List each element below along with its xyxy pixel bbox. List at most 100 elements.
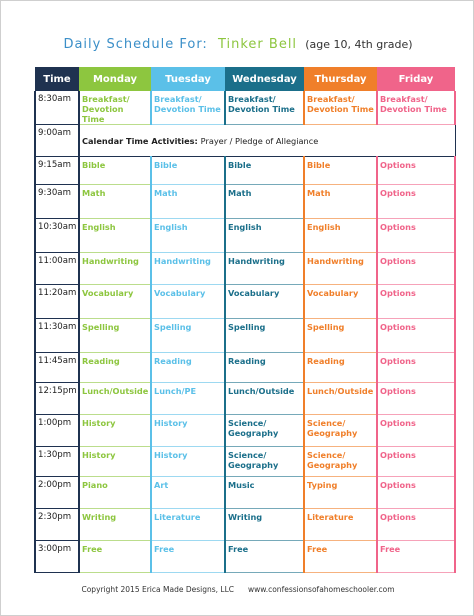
column-header: Tuesday	[151, 67, 225, 91]
schedule-row: 2:30pm Writing Literature Writing Literature…	[34, 508, 456, 541]
time-cell: 2:30pm	[34, 508, 80, 541]
schedule-cell: Breakfast/ Devotion Time	[376, 91, 456, 125]
student-name: Tinker Bell	[217, 37, 298, 52]
schedule-cell: Spelling	[150, 318, 225, 353]
schedule-cell: Free	[376, 540, 456, 573]
schedule-cell: Lunch/Outside	[224, 382, 304, 415]
time-cell: 11:00am	[34, 252, 80, 285]
website: www.confessionsofahomeschooler.com	[248, 585, 395, 594]
column-header: Friday	[377, 67, 455, 91]
time-cell: 11:20am	[34, 284, 80, 319]
schedule-cell: Breakfast/ Devotion Time	[224, 91, 304, 125]
time-cell: 9:15am	[34, 156, 80, 185]
column-header: Thursday	[304, 67, 377, 91]
time-cell: 9:30am	[34, 184, 80, 219]
schedule-cell: Options	[376, 156, 456, 185]
schedule-cell: Bible	[224, 156, 304, 185]
schedule-cell: Reading	[224, 352, 304, 383]
schedule-cell: Science/ Geography	[303, 414, 377, 447]
schedule-cell: Science/ Geography	[224, 446, 304, 477]
schedule-cell: English	[224, 218, 304, 253]
schedule-cell: English	[78, 218, 151, 253]
schedule-cell: Free	[150, 540, 225, 573]
time-cell: 10:30am	[34, 218, 80, 253]
schedule-cell: History	[78, 414, 151, 447]
schedule-row: 9:30am Math Math Math Math Options	[34, 184, 456, 219]
schedule-cell: Options	[376, 218, 456, 253]
time-cell: 2:00pm	[34, 476, 80, 509]
schedule-cell: Science/ Geography	[224, 414, 304, 447]
schedule-cell: Spelling	[78, 318, 151, 353]
time-cell: 8:30am	[34, 91, 80, 125]
student-detail: (age 10, 4th grade)	[305, 38, 413, 51]
note-label: Calendar Time Activities:	[82, 135, 198, 146]
schedule-cell: Options	[376, 352, 456, 383]
schedule-row: 2:00pm Piano Art Music Typing Options	[34, 476, 456, 509]
column-header: Time	[35, 67, 79, 91]
schedule-cell: Breakfast/ Devotion Time	[303, 91, 377, 125]
schedule-cell: Bible	[150, 156, 225, 185]
schedule-row: 9:15am Bible Bible Bible Bible Options	[34, 156, 456, 185]
schedule-cell: Options	[376, 184, 456, 219]
schedule-cell: Art	[150, 476, 225, 509]
column-header: Monday	[79, 67, 151, 91]
schedule-cell: History	[150, 414, 225, 447]
schedule-cell: Options	[376, 382, 456, 415]
schedule-cell: Options	[376, 508, 456, 541]
schedule-row: 8:30am Breakfast/ Devotion Time Breakfast/…	[34, 91, 456, 125]
schedule-cell: Lunch/PE	[150, 382, 225, 415]
schedule-cell: Reading	[78, 352, 151, 383]
note-cell: Calendar Time Activities: Prayer / Pledg…	[78, 124, 456, 157]
title: Daily Schedule For:	[63, 37, 208, 52]
schedule-cell: Options	[376, 476, 456, 509]
schedule-cell: Science/ Geography	[303, 446, 377, 477]
column-header: Wednesday	[225, 67, 304, 91]
schedule-cell: History	[78, 446, 151, 477]
time-cell: 1:30pm	[34, 446, 80, 477]
schedule-cell: Literature	[150, 508, 225, 541]
schedule-cell: Music	[224, 476, 304, 509]
schedule-cell: Handwriting	[150, 252, 225, 285]
time-cell: 11:30am	[34, 318, 80, 353]
schedule-cell: English	[303, 218, 377, 253]
schedule-cell: Lunch/Outside	[303, 382, 377, 415]
time-cell: 11:45am	[34, 352, 80, 383]
schedule-cell: Spelling	[224, 318, 304, 353]
schedule-table: Time Monday Tuesday Wednesday Thursday Friday…	[34, 67, 456, 573]
schedule-cell: Bible	[78, 156, 151, 185]
schedule-cell: Typing	[303, 476, 377, 509]
schedule-cell: Vocabulary	[150, 284, 225, 319]
schedule-cell: English	[150, 218, 225, 253]
schedule-cell: Options	[376, 252, 456, 285]
schedule-row: 11:45am Reading Reading Reading Reading Optio…	[34, 352, 456, 383]
schedule-cell: Spelling	[303, 318, 377, 353]
schedule-cell: Writing	[224, 508, 304, 541]
schedule-cell: Bible	[303, 156, 377, 185]
schedule-cell: Handwriting	[224, 252, 304, 285]
schedule-cell: Piano	[78, 476, 151, 509]
footer: Copyright 2015 Erica Made Designs, LLC ww…	[1, 585, 473, 594]
schedule-cell: Options	[376, 446, 456, 477]
copyright: Copyright 2015 Erica Made Designs, LLC	[81, 585, 234, 594]
time-cell: 1:00pm	[34, 414, 80, 447]
schedule-cell: Vocabulary	[78, 284, 151, 319]
schedule-cell: Options	[376, 414, 456, 447]
schedule-row: 11:30am Spelling Spelling Spelling Spelling O…	[34, 318, 456, 353]
schedule-cell: Literature	[303, 508, 377, 541]
schedule-row: 9:00am Calendar Time Activities: Prayer /…	[34, 124, 456, 157]
schedule-cell: Reading	[150, 352, 225, 383]
schedule-cell: Breakfast/ Devotion Time	[78, 91, 151, 125]
schedule-cell: Writing	[78, 508, 151, 541]
schedule-cell: Math	[303, 184, 377, 219]
schedule-cell: Options	[376, 318, 456, 353]
schedule-cell: Reading	[303, 352, 377, 383]
schedule-cell: Options	[376, 284, 456, 319]
title-bar: Daily Schedule For: Tinker Bell (age 10,…	[1, 37, 473, 52]
time-cell: 9:00am	[34, 124, 80, 157]
schedule-cell: Vocabulary	[224, 284, 304, 319]
schedule-cell: Vocabulary	[303, 284, 377, 319]
time-cell: 12:15pm	[34, 382, 80, 415]
note-text: Prayer / Pledge of Allegiance	[200, 135, 319, 146]
schedule-row: 11:20am Vocabulary Vocabulary Vocabulary Voc…	[34, 284, 456, 319]
schedule-row: 1:00pm History History Science/ Geography Sc…	[34, 414, 456, 447]
